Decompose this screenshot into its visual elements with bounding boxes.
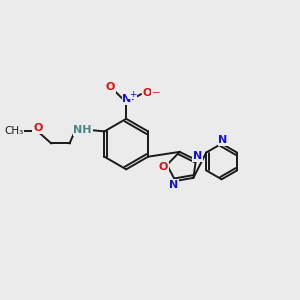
Text: O: O (159, 162, 168, 172)
Text: +: + (129, 90, 136, 99)
Text: O: O (33, 124, 43, 134)
Text: N: N (169, 179, 178, 190)
Text: −: − (152, 88, 160, 98)
Text: N: N (122, 94, 131, 104)
Text: O: O (106, 82, 115, 92)
Text: N: N (218, 135, 227, 145)
Text: NH: NH (74, 125, 92, 135)
Text: O: O (143, 88, 152, 98)
Text: CH₃: CH₃ (4, 126, 24, 136)
Text: N: N (193, 151, 202, 161)
